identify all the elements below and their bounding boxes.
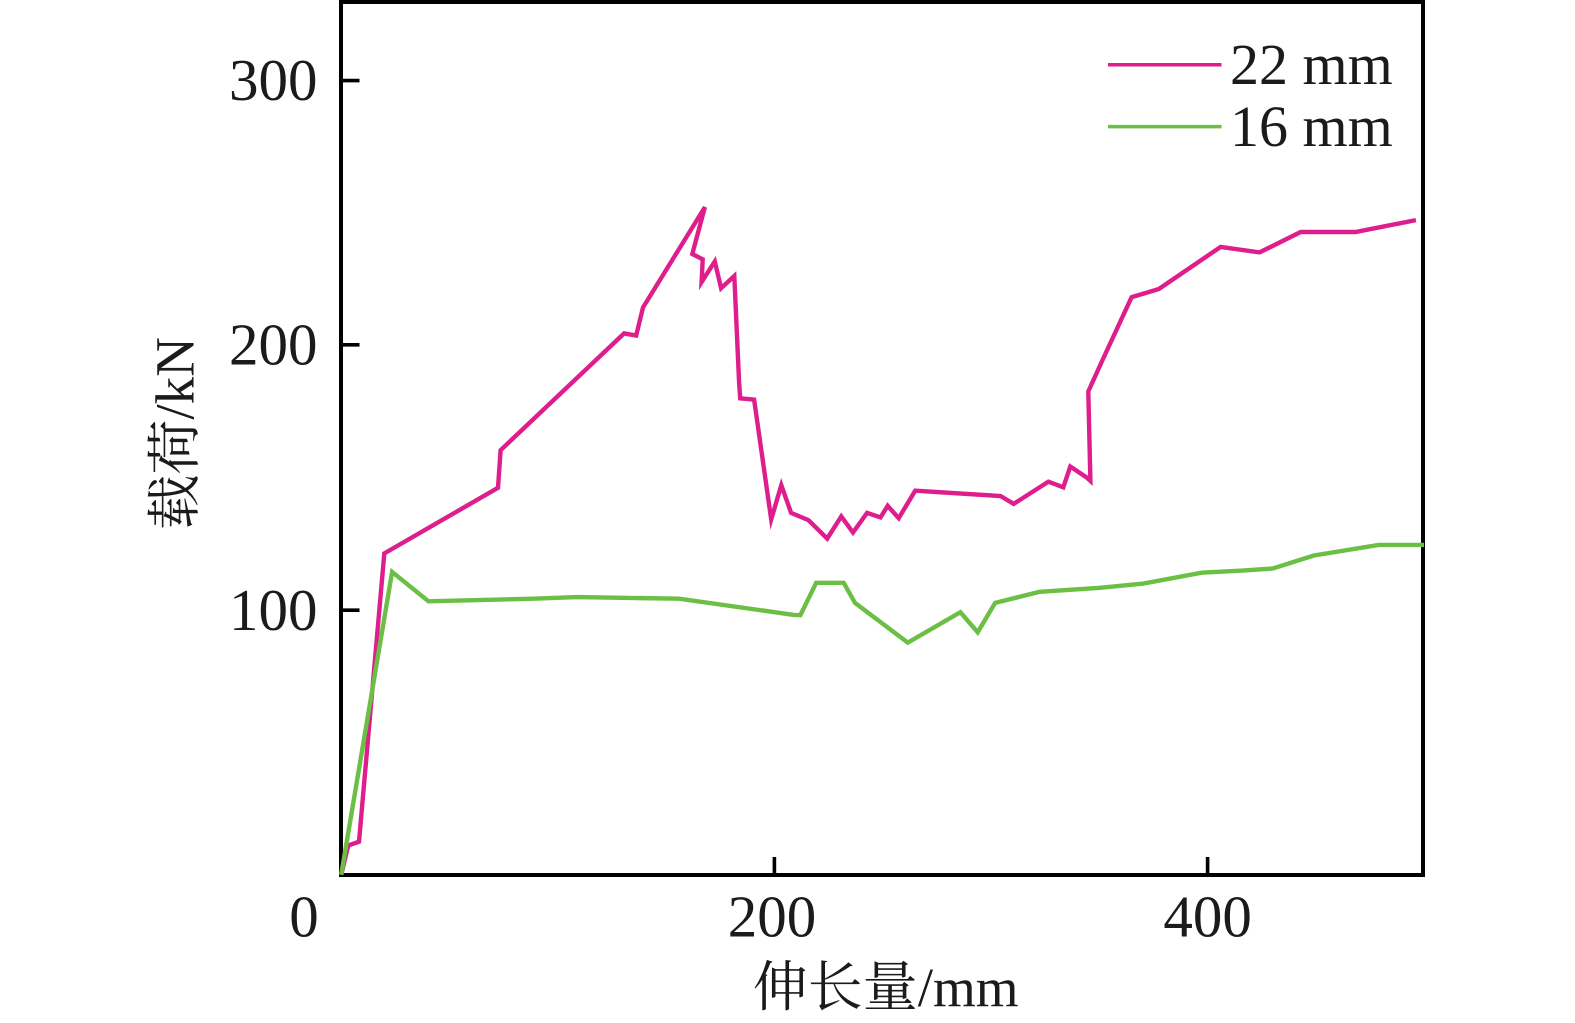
svg-text:16 mm: 16 mm: [1230, 94, 1393, 159]
svg-text:22 mm: 22 mm: [1230, 32, 1393, 97]
svg-text:/kN: /kN: [145, 337, 206, 420]
svg-text:200: 200: [728, 884, 817, 950]
svg-text:200: 200: [229, 311, 318, 377]
svg-text:0: 0: [289, 884, 319, 950]
svg-text:/mm: /mm: [918, 957, 1019, 1018]
svg-text:400: 400: [1163, 884, 1252, 950]
svg-text:300: 300: [229, 47, 318, 113]
svg-text:100: 100: [229, 577, 318, 643]
